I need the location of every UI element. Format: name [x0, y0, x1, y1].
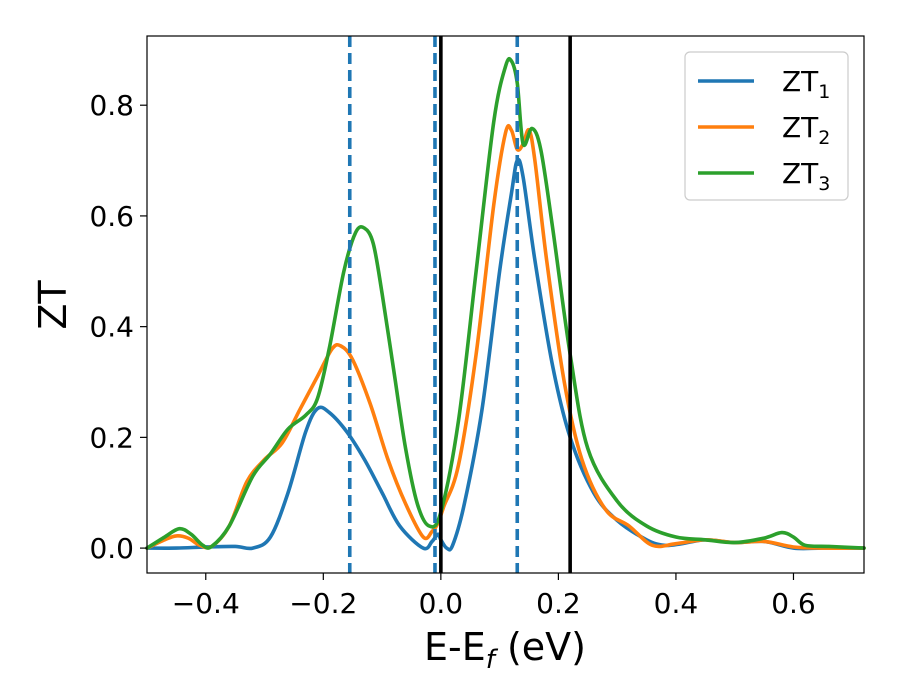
legend-frame	[684, 51, 849, 201]
series-layer	[145, 56, 866, 552]
legend-label-zt1: ZT1	[782, 65, 830, 103]
plot-frame	[146, 35, 865, 574]
y-tick-label: 0.8	[89, 89, 134, 122]
x-axis: −0.4 −0.2 0.0 0.2 0.4 0.6	[172, 573, 816, 620]
x-tick-label: 0.6	[771, 587, 816, 620]
y-tick-label: 0.6	[89, 200, 134, 233]
x-tick-label: 0.4	[654, 587, 699, 620]
legend-label-zt3: ZT3	[782, 157, 830, 195]
x-axis-title-main: E-E	[424, 625, 486, 669]
series-line-zt3	[145, 56, 866, 550]
legend-label-zt2: ZT2	[782, 111, 830, 149]
x-axis-title-unit: (eV)	[495, 625, 586, 669]
y-tick-label: 0.4	[89, 311, 134, 344]
x-tick-label: 0.2	[536, 587, 581, 620]
series-line-zt1	[145, 157, 866, 552]
x-axis-title: E-Ef (eV)	[424, 625, 586, 675]
y-tick-label: 0.2	[89, 421, 134, 454]
x-tick-label: 0.0	[419, 587, 464, 620]
legend: ZT1 ZT2 ZT3	[684, 51, 849, 201]
y-tick-label: 0.0	[89, 532, 134, 565]
y-axis: 0.0 0.2 0.4 0.6 0.8	[89, 89, 147, 565]
y-axis-title: ZT	[31, 280, 75, 330]
x-tick-label: −0.4	[172, 587, 240, 620]
vline-layer	[347, 36, 572, 573]
x-tick-label: −0.2	[289, 587, 357, 620]
